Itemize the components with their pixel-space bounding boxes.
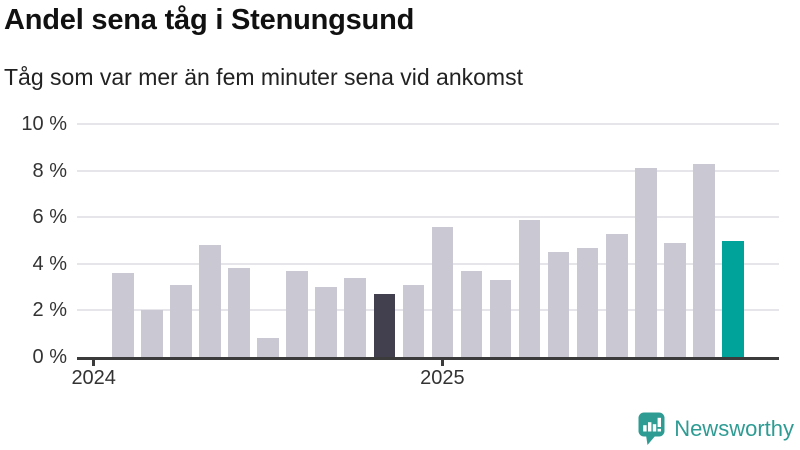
bar <box>315 287 337 357</box>
x-tick-label: 2025 <box>420 367 465 389</box>
bar <box>112 273 134 357</box>
y-tick-label: 8 % <box>32 159 67 182</box>
bar <box>547 252 570 357</box>
chart-subtitle: Tåg som var mer än fem minuter sena vid … <box>4 64 523 90</box>
bar <box>722 240 744 357</box>
plot-area: 0 % 2 % 4 % 6 % 8 % 10 % 2024 2025 <box>21 113 779 389</box>
bar <box>576 247 599 357</box>
x-tick-mark <box>92 360 95 366</box>
bar <box>373 294 396 357</box>
bar <box>170 284 192 357</box>
gridline <box>77 169 779 172</box>
y-tick-label: 10 % <box>21 113 67 135</box>
bar <box>344 277 366 357</box>
y-tick-label: 0 % <box>32 346 67 368</box>
y-tick-label: 6 % <box>32 206 67 229</box>
gridline <box>77 216 779 219</box>
gridline <box>77 123 779 125</box>
bar <box>635 168 657 357</box>
bar <box>402 284 425 357</box>
brand-name: Newsworthy <box>674 416 794 441</box>
newsworthy-logo-icon <box>638 412 665 445</box>
bar <box>141 310 163 357</box>
chart-title: Andel sena tåg i Stenungsund <box>4 4 415 36</box>
bar <box>431 226 454 357</box>
y-tick-label: 4 % <box>32 252 67 275</box>
bar <box>489 280 512 357</box>
bar <box>199 245 221 357</box>
x-tick-label: 2024 <box>71 367 116 389</box>
gridline <box>77 262 779 265</box>
bar <box>664 242 686 357</box>
bar <box>693 163 715 357</box>
brand-footer: Newsworthy <box>638 412 794 446</box>
bar <box>257 338 279 357</box>
bar <box>228 268 250 357</box>
bar <box>518 219 541 357</box>
bar <box>460 270 483 357</box>
bar <box>286 270 308 357</box>
gridline <box>77 309 779 312</box>
x-tick-mark <box>441 360 444 366</box>
y-tick-label: 2 % <box>32 299 67 322</box>
bar <box>606 233 628 357</box>
